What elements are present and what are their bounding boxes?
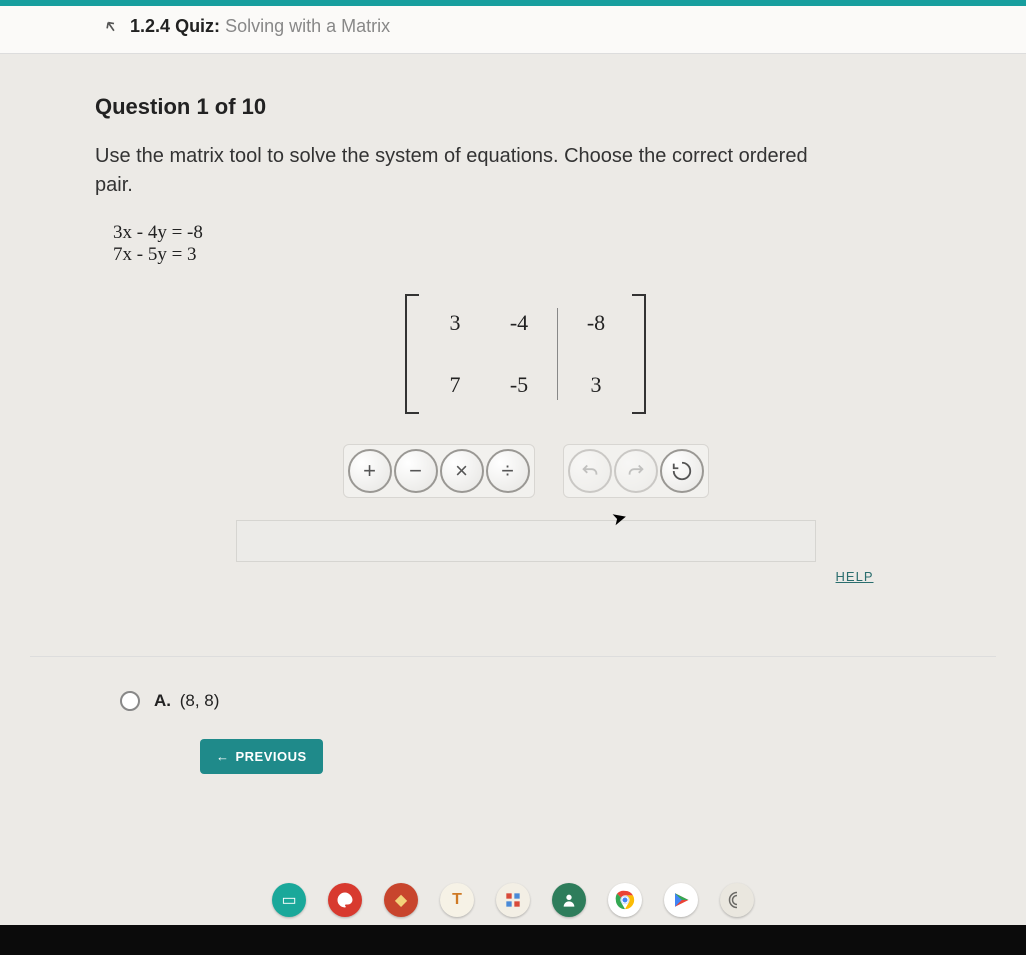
option-letter: A.: [154, 691, 171, 710]
question-heading: Question 1 of 10: [95, 94, 956, 120]
reset-button[interactable]: [660, 449, 704, 493]
arrow-left-icon: ←: [216, 749, 230, 764]
previous-label: PREVIOUS: [236, 749, 307, 764]
swirl-icon[interactable]: [720, 883, 754, 917]
question-prompt: Use the matrix tool to solve the system …: [95, 142, 815, 200]
grid-icon[interactable]: [496, 883, 530, 917]
shield-icon[interactable]: ◆: [384, 883, 418, 917]
matrix-col-1: 3 7: [423, 304, 487, 404]
palette-icon[interactable]: [328, 883, 362, 917]
help-row: HELP: [176, 568, 876, 586]
back-arrow-icon[interactable]: [102, 18, 122, 44]
text-icon[interactable]: T: [440, 883, 474, 917]
undo-button[interactable]: [568, 449, 612, 493]
quiz-title: 1.2.4 Quiz: Solving with a Matrix: [130, 16, 390, 36]
option-value: (8, 8): [180, 691, 220, 710]
screen-bezel: [0, 925, 1026, 955]
cell-r1c3[interactable]: -8: [582, 304, 610, 342]
divide-button[interactable]: ÷: [486, 449, 530, 493]
question-content: Question 1 of 10 Use the matrix tool to …: [0, 54, 1026, 586]
matrix-col-aug: -8 3: [564, 304, 628, 404]
help-link[interactable]: HELP: [836, 569, 874, 584]
cell-r1c2[interactable]: -4: [505, 304, 533, 342]
equation-2: 7x - 5y = 3: [113, 244, 956, 266]
multiply-button[interactable]: ×: [440, 449, 484, 493]
bracket-right: [632, 294, 646, 414]
matrix-tool[interactable]: 3 7 -4 -5 -8 3: [95, 294, 956, 414]
cell-r2c2[interactable]: -5: [505, 366, 533, 404]
history-group: [563, 444, 709, 498]
subtract-button[interactable]: −: [394, 449, 438, 493]
matrix-col-2: -4 -5: [487, 304, 551, 404]
option-a-row[interactable]: A. (8, 8): [120, 691, 1026, 711]
cell-r2c1[interactable]: 7: [441, 366, 469, 404]
add-button[interactable]: +: [348, 449, 392, 493]
operation-group: + − × ÷: [343, 444, 535, 498]
quiz-titlebar: 1.2.4 Quiz: Solving with a Matrix: [0, 6, 1026, 54]
section-number: 1.2.4: [130, 16, 170, 36]
chrome-icon[interactable]: [608, 883, 642, 917]
augment-divider: [557, 308, 558, 400]
os-taskbar: ▭ ◆ T: [0, 875, 1026, 925]
matrix-toolbar: + − × ÷: [95, 444, 956, 498]
quiz-label: Quiz:: [175, 16, 220, 36]
previous-button[interactable]: ← PREVIOUS: [200, 739, 323, 774]
option-text: A. (8, 8): [154, 691, 219, 711]
equation-1: 3x - 4y = -8: [113, 222, 956, 244]
matrix-columns: 3 7 -4 -5 -8 3: [419, 294, 632, 414]
equation-block: 3x - 4y = -8 7x - 5y = 3: [113, 222, 956, 266]
bracket-left: [405, 294, 419, 414]
person-icon[interactable]: [552, 883, 586, 917]
augmented-matrix: 3 7 -4 -5 -8 3: [405, 294, 646, 414]
card-icon[interactable]: ▭: [272, 883, 306, 917]
cell-r1c1[interactable]: 3: [441, 304, 469, 342]
radio-option-a[interactable]: [120, 691, 140, 711]
section-divider: [30, 656, 996, 657]
quiz-name: Solving with a Matrix: [225, 16, 390, 36]
answer-input-bar[interactable]: [236, 520, 816, 562]
play-icon[interactable]: [664, 883, 698, 917]
cell-r2c3[interactable]: 3: [582, 366, 610, 404]
redo-button[interactable]: [614, 449, 658, 493]
